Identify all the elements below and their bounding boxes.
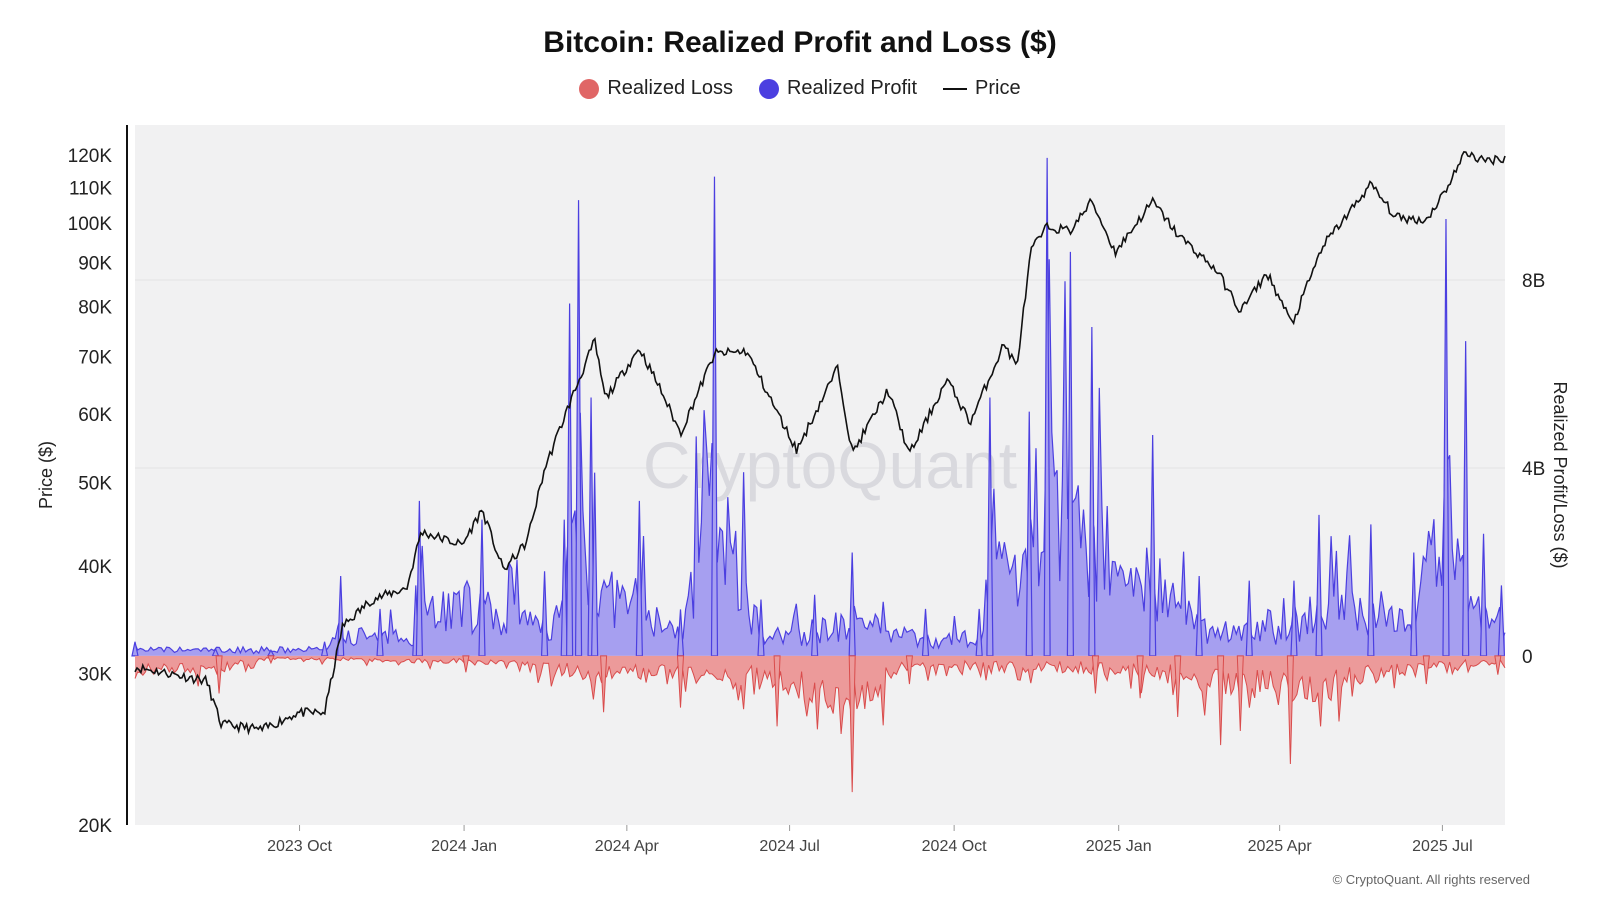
- profit-peak-12: [574, 200, 583, 657]
- profit-peak-18: [757, 599, 765, 657]
- loss-peak-6: [848, 655, 856, 793]
- y-right-tick-2: 8B: [1522, 271, 1545, 292]
- legend-label-price: Price: [975, 77, 1021, 99]
- plot-area: [135, 125, 1505, 825]
- loss-peak-3: [600, 655, 608, 713]
- profit-peak-19: [811, 594, 819, 657]
- loss-peak-13: [1286, 655, 1294, 764]
- x-tick-4: 2024 Oct: [922, 838, 987, 855]
- y-left-tick-1: 30K: [78, 664, 112, 685]
- profit-peak-14: [591, 472, 599, 657]
- y-left-tick-5: 70K: [78, 348, 112, 369]
- watermark-text: CryptoQuant: [643, 428, 1017, 502]
- loss-peak-12: [1236, 655, 1244, 732]
- loss-peak-11: [1217, 655, 1225, 746]
- x-tick-2: 2024 Apr: [595, 838, 660, 855]
- legend-dot-profit-icon: [758, 78, 779, 99]
- x-tick-1: 2024 Jan: [431, 838, 497, 855]
- profit-peak-9: [540, 571, 549, 657]
- profit-peak-28: [1149, 435, 1157, 657]
- profit-peak-25: [1043, 157, 1051, 657]
- legend-label-profit: Realized Profit: [786, 77, 918, 99]
- x-tick-6: 2025 Apr: [1248, 838, 1313, 855]
- chart-title: Bitcoin: Realized Profit and Loss ($): [543, 26, 1057, 59]
- profit-peak-17: [710, 176, 719, 657]
- profit-peak-8: [478, 519, 486, 657]
- profit-peak-10: [560, 519, 568, 657]
- chart-legend: Realized Loss Realized Profit Price: [0, 77, 1600, 100]
- y-left-tick-2: 40K: [78, 557, 112, 578]
- price-line: [134, 151, 1506, 736]
- legend-label-loss: Realized Loss: [607, 77, 733, 99]
- legend-item-price[interactable]: Price: [943, 77, 1021, 100]
- profit-peak-35: [1442, 218, 1450, 657]
- copyright-footer: © CryptoQuant. All rights reserved: [1332, 872, 1530, 887]
- profit-peak-26: [1066, 251, 1074, 657]
- y-right-axis-title: Realized Profit/Loss ($): [1550, 381, 1570, 568]
- loss-peak-8: [1091, 655, 1099, 694]
- x-tick-0: 2023 Oct: [267, 838, 332, 855]
- realized-profit-line: [134, 259, 1506, 655]
- y-left-tick-10: 120K: [68, 146, 113, 167]
- loss-peak-15: [1494, 655, 1502, 675]
- y-left-tick-9: 110K: [69, 178, 112, 199]
- loss-peak-2: [462, 655, 470, 673]
- loss-peak-0: [215, 655, 223, 694]
- x-tick-7: 2025 Jul: [1412, 838, 1473, 855]
- y-left-tick-0: 20K: [78, 816, 112, 837]
- x-tick-5: 2025 Jan: [1086, 838, 1152, 855]
- loss-peak-4: [676, 655, 685, 708]
- profit-peak-31: [1290, 580, 1298, 657]
- profit-peak-7: [415, 500, 423, 657]
- profit-peak-4: [337, 575, 345, 657]
- profit-peak-29: [1195, 575, 1203, 657]
- profit-peak-0: [131, 641, 139, 657]
- y-left-tick-7: 90K: [78, 254, 112, 275]
- profit-peak-27: [1088, 327, 1096, 657]
- profit-peak-15: [635, 500, 643, 657]
- profit-peak-34: [1410, 552, 1418, 657]
- profit-peak-24: [1025, 411, 1033, 657]
- profit-peak-1: [211, 647, 220, 657]
- profit-peak-3: [320, 641, 329, 657]
- legend-item-realized-profit[interactable]: Realized Profit: [758, 77, 918, 100]
- profit-peak-23: [986, 397, 994, 657]
- legend-dot-loss-icon: [579, 78, 600, 99]
- loss-peak-7: [905, 655, 913, 685]
- realized-loss-line: [134, 656, 1506, 735]
- y-left-tick-8: 100K: [68, 214, 113, 235]
- loss-peak-14: [1422, 655, 1430, 685]
- profit-peak-38: [1497, 585, 1506, 657]
- loss-peak-9: [1136, 655, 1144, 699]
- profit-peak-36: [1462, 341, 1470, 657]
- profit-peak-22: [975, 608, 983, 657]
- profit-peak-32: [1315, 514, 1323, 657]
- realized-loss-area: [135, 655, 1505, 734]
- profit-peak-37: [1479, 533, 1488, 657]
- profit-peak-30: [1245, 580, 1253, 657]
- y-right-tick-0: 0: [1522, 647, 1533, 668]
- y-left-tick-3: 50K: [78, 473, 112, 494]
- profit-peak-11: [566, 303, 574, 657]
- x-tick-3: 2024 Jul: [759, 838, 820, 855]
- y-left-axis-title: Price ($): [36, 441, 56, 509]
- loss-peak-5: [773, 655, 781, 727]
- profit-peak-21: [921, 608, 930, 657]
- y-left-tick-4: 60K: [78, 405, 112, 426]
- y-left-tick-6: 80K: [78, 298, 112, 319]
- profit-peak-33: [1367, 524, 1375, 657]
- legend-item-realized-loss[interactable]: Realized Loss: [579, 77, 733, 100]
- loss-peak-10: [1174, 655, 1182, 717]
- loss-peak-1: [267, 655, 275, 665]
- y-right-tick-1: 4B: [1522, 459, 1545, 480]
- profit-peak-5: [376, 608, 384, 657]
- legend-line-price-icon: [943, 87, 968, 90]
